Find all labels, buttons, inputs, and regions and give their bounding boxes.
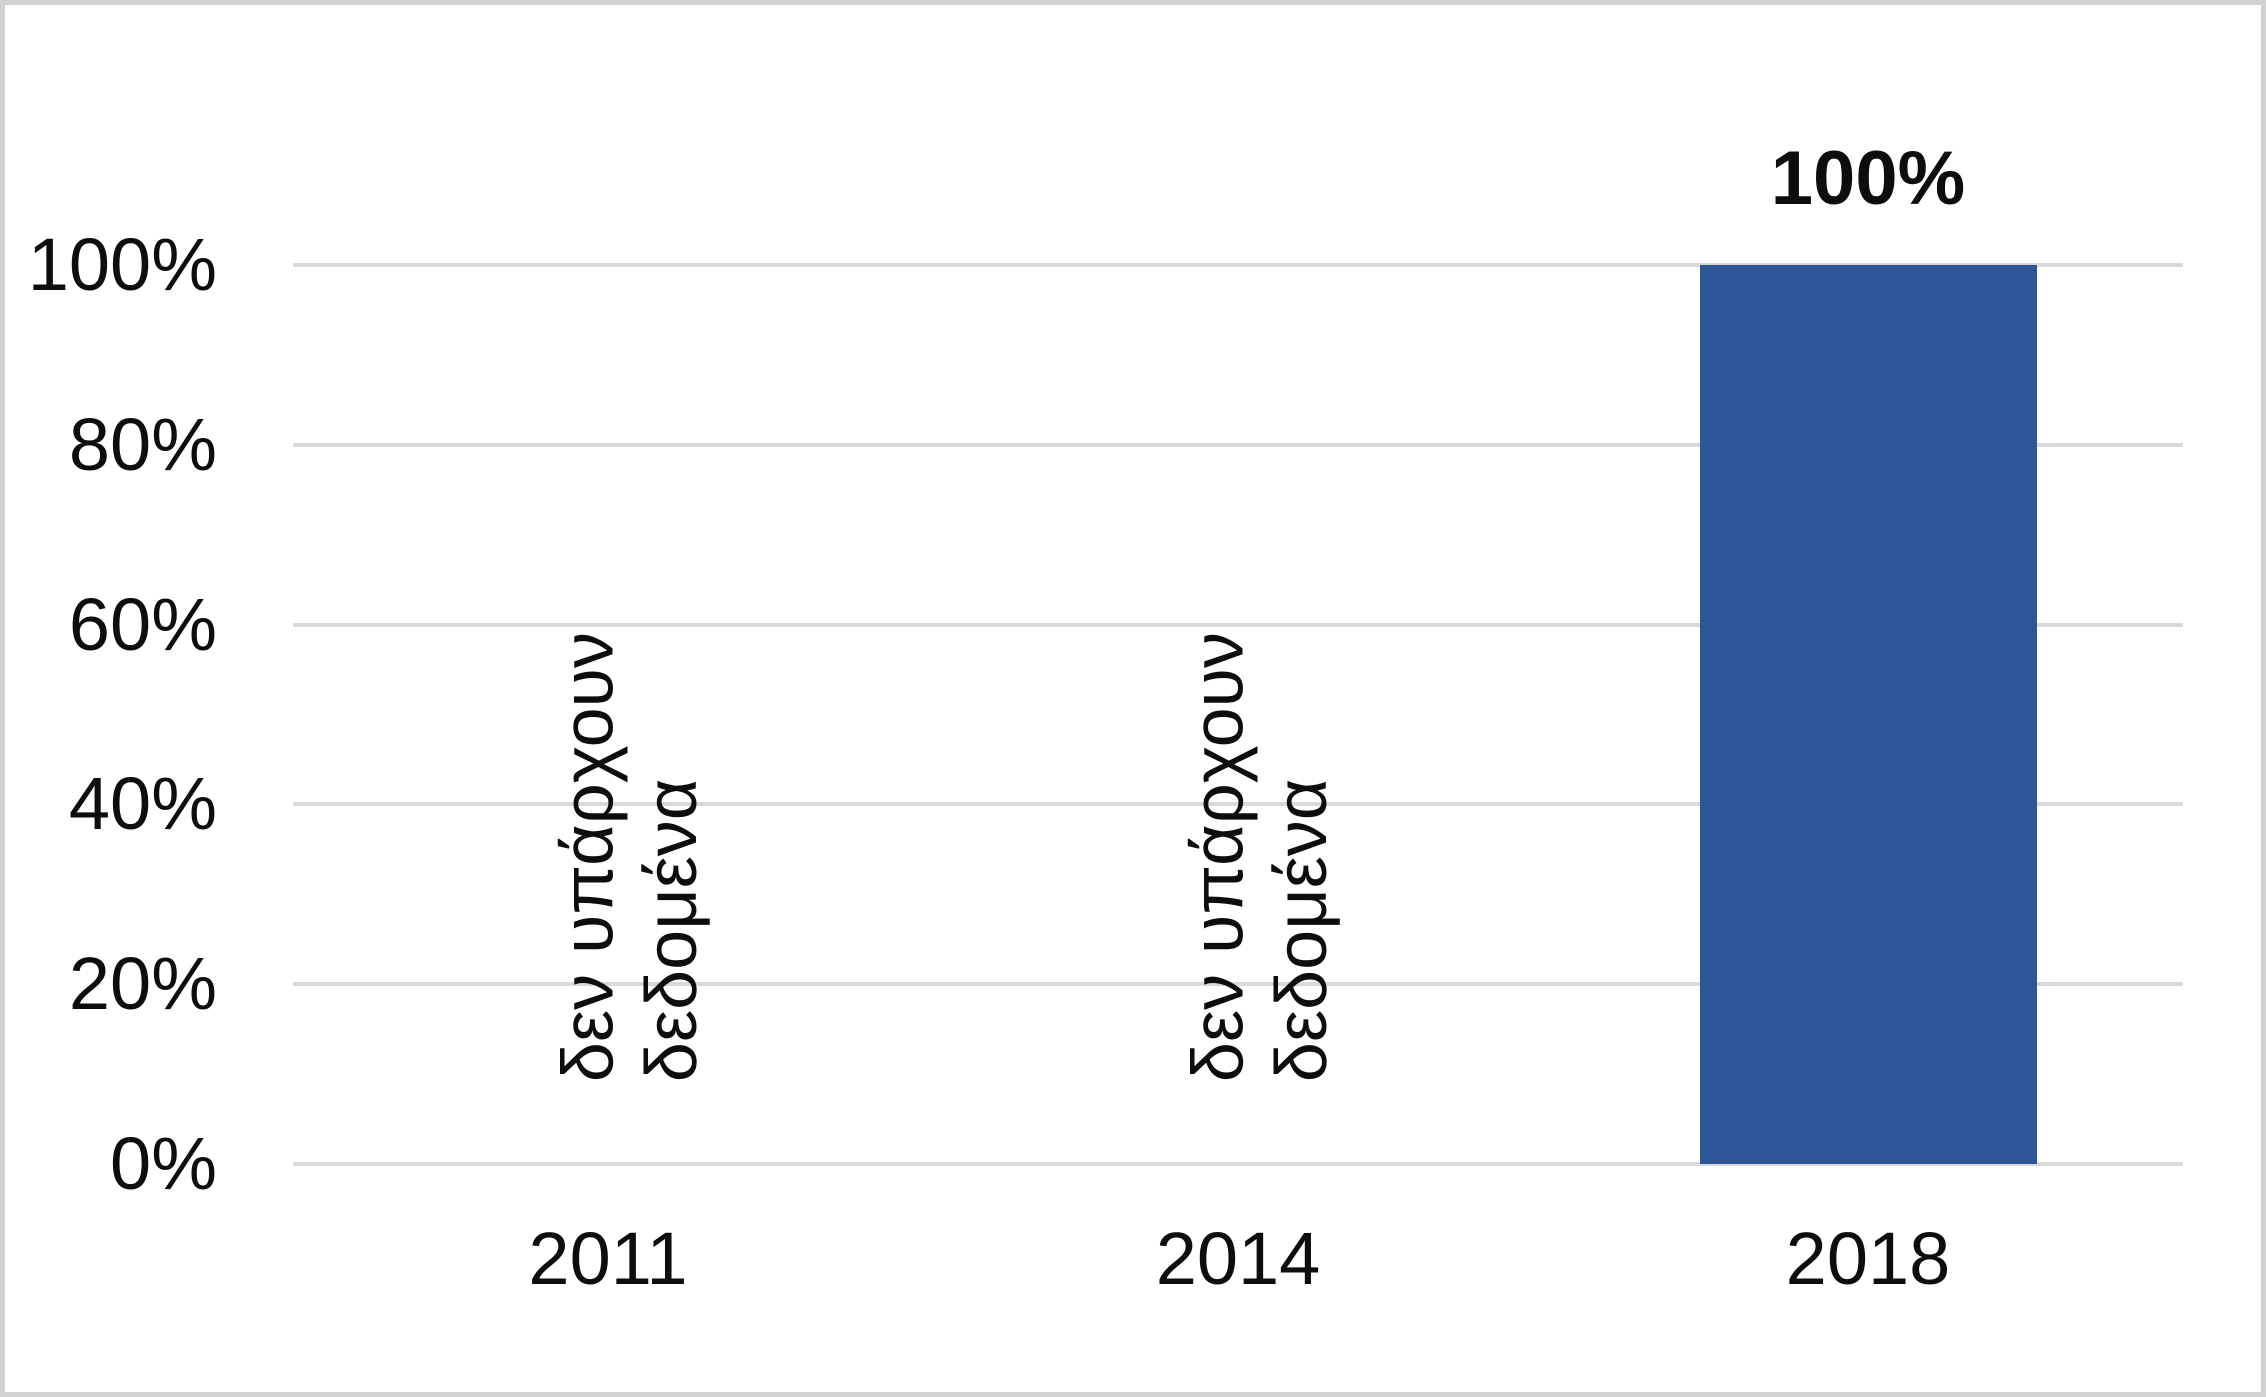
x-axis-label-2018: 2018 bbox=[1785, 1217, 1951, 1300]
gridline-100 bbox=[293, 263, 2183, 267]
y-axis-tick-20: 20% bbox=[68, 942, 217, 1026]
y-axis-tick-40: 40% bbox=[68, 762, 217, 846]
no-data-annotation-line: δεν υπάρχουν bbox=[548, 631, 629, 1082]
no-data-annotation-line: δεδομένα bbox=[1261, 778, 1342, 1082]
no-data-annotation-line: δεν υπάρχουν bbox=[1178, 631, 1259, 1082]
plot-area: 100% 80% 60% 40% 20% 0% δεν υπάρχουν δεδ… bbox=[28, 141, 2183, 1296]
bar-2018-data-label: 100% bbox=[1770, 136, 1966, 221]
gridline-80 bbox=[293, 442, 2183, 447]
x-axis-label-2011: 2011 bbox=[528, 1217, 688, 1300]
gridline-60 bbox=[293, 622, 2183, 627]
y-axis-tick-80: 80% bbox=[68, 402, 217, 486]
gridline-20 bbox=[293, 982, 2183, 987]
x-axis-label-2014: 2014 bbox=[1155, 1217, 1321, 1300]
gridline-40 bbox=[293, 802, 2183, 807]
no-data-annotation-line: δεδομένα bbox=[632, 778, 713, 1082]
bar-2018 bbox=[1699, 265, 2037, 1164]
y-axis-tick-0: 0% bbox=[110, 1122, 217, 1205]
gridline-0 bbox=[293, 1162, 2183, 1166]
no-data-annotation-2011: δεν υπάρχουν δεδομένα bbox=[548, 632, 715, 1082]
no-data-annotation-2014: δεν υπάρχουν δεδομένα bbox=[1177, 632, 1344, 1082]
y-axis-tick-60: 60% bbox=[68, 582, 217, 666]
y-axis-tick-100: 100% bbox=[27, 223, 217, 306]
